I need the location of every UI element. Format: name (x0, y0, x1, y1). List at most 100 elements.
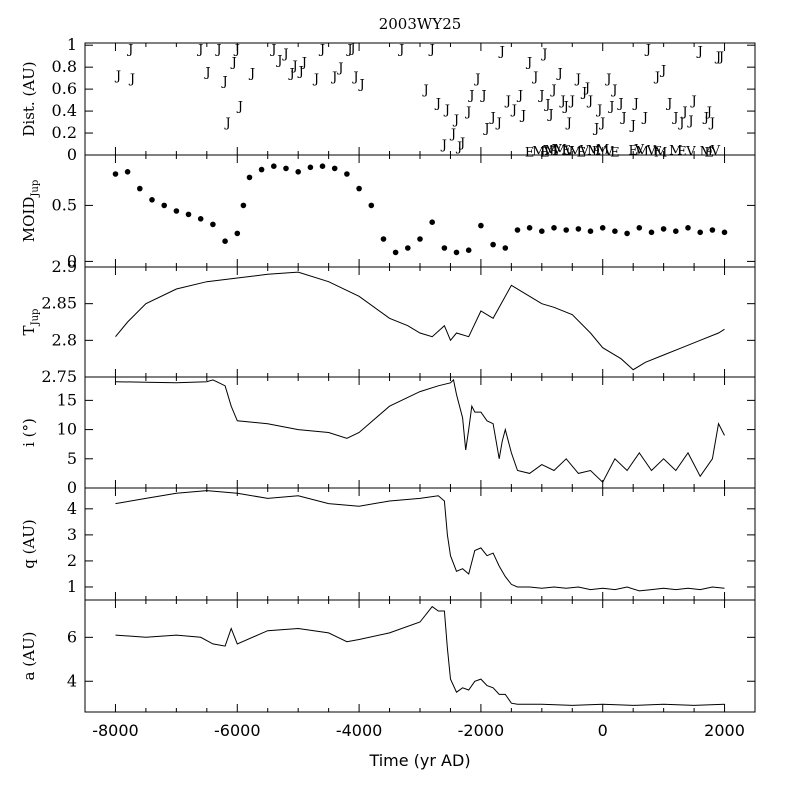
encounter-marker-J: J (318, 43, 325, 58)
encounter-marker-J: J (348, 41, 355, 56)
encounter-marker-J: J (196, 43, 203, 58)
encounter-marker-J: J (128, 72, 135, 87)
y-axis-label-subscript-moid: Jup (30, 180, 41, 198)
encounter-marker-J: J (290, 59, 297, 74)
data-point-moid (673, 228, 679, 234)
y-tick-label-incl: 0 (67, 478, 77, 497)
encounter-marker-J: J (641, 111, 648, 126)
data-point-moid (246, 174, 253, 181)
x-tick-label: -2000 (458, 721, 505, 740)
data-point-moid (173, 208, 180, 214)
y-tick-label-tjup: 2.8 (52, 330, 77, 349)
data-point-moid (417, 236, 423, 242)
series-line-incl (115, 378, 725, 484)
y-axis-label-text-moid: MOID (20, 197, 38, 243)
encounter-marker-J: J (345, 43, 352, 58)
encounter-marker-J: J (580, 85, 587, 100)
encounter-marker-J: J (473, 72, 480, 87)
encounter-marker-J: J (644, 43, 651, 58)
encounter-marker-V: V (579, 144, 590, 159)
series-line-a (115, 605, 725, 706)
encounter-marker-E: E (628, 144, 638, 159)
panel-frame-dist (84, 42, 756, 156)
y-tick-label-q: 3 (67, 525, 77, 544)
encounter-marker-J: J (275, 54, 282, 69)
encounter-marker-J: J (236, 100, 243, 115)
encounter-marker-E: E (653, 145, 663, 160)
data-point-moid (405, 245, 411, 251)
encounter-marker-E: E (677, 145, 687, 160)
y-tick-label-tjup: 2.85 (41, 294, 77, 313)
data-point-moid (526, 225, 533, 231)
panel-frame-incl (84, 376, 756, 489)
encounter-marker-J: J (516, 89, 523, 104)
encounter-marker-J: J (568, 94, 575, 109)
data-point-moid (222, 238, 228, 244)
chart-title: 2003WY25 (379, 15, 462, 33)
encounter-marker-J: J (397, 43, 404, 58)
y-tick-label-q: 1 (67, 577, 77, 596)
encounter-marker-J: J (714, 50, 721, 65)
encounter-marker-E: E (705, 146, 715, 161)
encounter-marker-J: J (629, 118, 636, 133)
data-point-moid (490, 241, 496, 248)
encounter-marker-V: V (551, 142, 562, 157)
data-point-moid (295, 169, 302, 175)
y-tick-label-dist: 0 (67, 145, 77, 164)
y-tick-label-a: 4 (67, 671, 77, 690)
encounter-marker-J: J (203, 66, 210, 81)
encounter-marker-J: J (421, 83, 428, 98)
data-point-moid (636, 225, 643, 231)
y-axis-label-q: q (AU) (20, 519, 38, 569)
encounter-marker-J: J (233, 43, 240, 58)
x-tick-label: -8000 (92, 721, 139, 740)
data-point-moid (380, 236, 387, 242)
encounter-marker-J: J (479, 89, 486, 104)
y-tick-label-moid: 0 (67, 251, 77, 270)
data-point-moid (197, 216, 204, 222)
y-axis-label-text-dist: Dist. (AU) (20, 61, 38, 136)
encounter-marker-J: J (595, 103, 602, 118)
data-point-moid (551, 225, 557, 231)
encounter-marker-J: J (583, 81, 590, 96)
encounter-marker-E: E (525, 146, 535, 161)
encounter-marker-J: J (632, 96, 639, 111)
encounter-marker-J: J (330, 70, 337, 85)
encounter-marker-V: V (710, 144, 721, 159)
y-axis-label-subscript-tjup: Jup (30, 309, 41, 327)
data-point-moid (368, 202, 375, 209)
encounter-marker-J: J (281, 47, 288, 62)
encounter-marker-J: J (680, 105, 687, 120)
data-point-moid (149, 197, 155, 203)
encounter-marker-J: J (495, 116, 502, 131)
encounter-marker-J: J (558, 94, 565, 109)
y-axis-label-tjup: TJup (20, 309, 41, 336)
data-point-moid (721, 229, 728, 236)
encounter-marker-J: J (540, 47, 547, 62)
data-point-moid (240, 202, 247, 209)
y-axis-label-text-tjup: T (20, 325, 38, 335)
y-axis-label-text-incl: i (°) (20, 418, 38, 447)
panel-frame-q (84, 487, 756, 601)
encounter-marker-J: J (498, 45, 505, 60)
encounter-marker-J: J (604, 72, 611, 87)
encounter-marker-J: J (351, 70, 358, 85)
encounter-marker-J: J (717, 50, 724, 65)
data-point-moid (465, 247, 472, 253)
encounter-marker-J: J (336, 61, 343, 76)
y-axis-label-moid: MOIDJup (20, 180, 41, 242)
series-line-tjup (115, 271, 725, 371)
encounter-marker-J: J (269, 43, 276, 58)
encounter-marker-M: M (669, 144, 682, 159)
data-point-moid (185, 211, 192, 218)
data-point-moid (124, 169, 131, 175)
encounter-marker-J: J (449, 127, 456, 142)
encounter-marker-J: J (482, 122, 489, 137)
encounter-marker-V: V (634, 142, 645, 157)
encounter-marker-J: J (549, 83, 556, 98)
encounter-marker-J: J (616, 96, 623, 111)
data-point-moid (258, 166, 265, 173)
encounter-marker-J: J (619, 111, 626, 126)
encounter-marker-J: J (665, 96, 672, 111)
